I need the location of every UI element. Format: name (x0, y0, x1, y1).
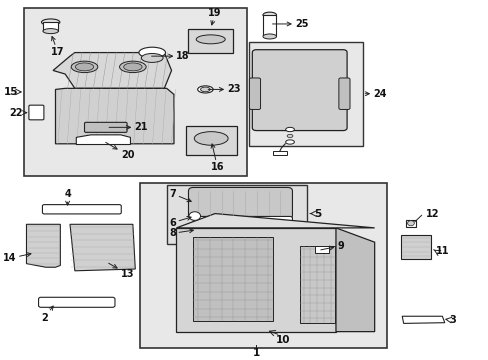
Text: 21: 21 (109, 122, 147, 132)
Bar (193, 237, 273, 321)
Text: 24: 24 (365, 89, 386, 99)
FancyBboxPatch shape (84, 122, 127, 132)
Text: 1: 1 (252, 348, 259, 358)
Text: 9: 9 (320, 241, 344, 251)
Ellipse shape (194, 132, 228, 145)
Text: 3: 3 (448, 315, 455, 325)
Text: 12: 12 (425, 209, 438, 219)
Text: 7: 7 (169, 189, 191, 202)
Bar (43, 22, 58, 31)
Ellipse shape (139, 47, 165, 58)
Polygon shape (76, 135, 130, 144)
Polygon shape (335, 228, 374, 332)
Ellipse shape (263, 12, 276, 18)
Ellipse shape (286, 134, 292, 138)
Polygon shape (26, 224, 60, 267)
Bar (140, 183, 386, 348)
Text: 5: 5 (314, 208, 321, 219)
Ellipse shape (141, 54, 163, 62)
Text: 6: 6 (169, 216, 191, 228)
Text: 8: 8 (169, 228, 193, 238)
FancyBboxPatch shape (29, 105, 44, 120)
Ellipse shape (196, 35, 225, 44)
Ellipse shape (123, 63, 142, 71)
FancyBboxPatch shape (338, 78, 349, 109)
FancyBboxPatch shape (249, 78, 260, 109)
Ellipse shape (200, 87, 210, 92)
Text: 13: 13 (108, 263, 134, 279)
Polygon shape (176, 213, 374, 228)
Ellipse shape (285, 127, 294, 132)
Ellipse shape (197, 86, 213, 93)
Bar (166, 185, 306, 244)
Text: 16: 16 (210, 144, 224, 172)
Text: 4: 4 (64, 189, 71, 205)
Text: 11: 11 (435, 246, 448, 256)
Bar (315, 247, 328, 253)
Text: 14: 14 (3, 253, 31, 263)
Bar (176, 228, 335, 332)
Bar (401, 235, 430, 259)
Polygon shape (53, 53, 171, 88)
FancyBboxPatch shape (42, 204, 121, 214)
Ellipse shape (263, 34, 276, 39)
Polygon shape (402, 316, 444, 323)
Circle shape (407, 221, 413, 226)
Polygon shape (186, 126, 236, 155)
FancyBboxPatch shape (39, 297, 115, 307)
Text: 20: 20 (105, 142, 134, 160)
Circle shape (188, 212, 200, 220)
Ellipse shape (71, 61, 98, 73)
Text: 17: 17 (51, 36, 64, 57)
Polygon shape (55, 88, 174, 144)
FancyBboxPatch shape (193, 216, 292, 242)
Bar (248, 42, 362, 145)
Text: 18: 18 (151, 51, 190, 61)
Polygon shape (188, 29, 232, 53)
Text: 25: 25 (272, 19, 308, 29)
Text: 22: 22 (10, 108, 26, 118)
Ellipse shape (285, 140, 294, 144)
Ellipse shape (41, 19, 60, 26)
Text: 10: 10 (275, 334, 289, 345)
FancyBboxPatch shape (188, 188, 292, 219)
Text: 15: 15 (4, 87, 18, 97)
Ellipse shape (120, 61, 146, 73)
Bar (273, 151, 286, 155)
Bar (263, 15, 276, 36)
Bar (24, 8, 246, 176)
Bar (299, 246, 334, 323)
Ellipse shape (75, 63, 94, 71)
Text: 23: 23 (208, 85, 240, 94)
FancyBboxPatch shape (252, 50, 346, 131)
Ellipse shape (43, 28, 58, 33)
Bar (405, 220, 415, 227)
Text: 19: 19 (208, 8, 222, 25)
Polygon shape (70, 224, 135, 271)
Text: 2: 2 (41, 306, 53, 323)
